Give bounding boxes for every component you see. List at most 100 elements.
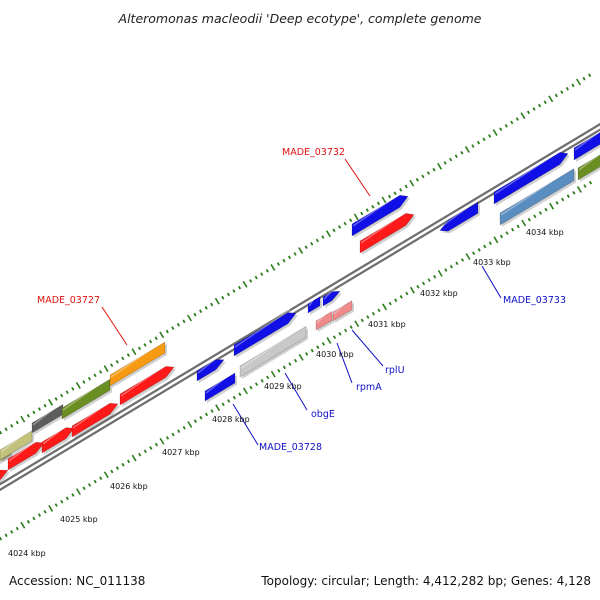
minor-tick (0, 536, 3, 541)
minor-tick (544, 207, 548, 212)
minor-tick (399, 295, 403, 299)
minor-tick (338, 331, 342, 336)
gene-label-rpma: rpmA (336, 342, 382, 393)
leader-line (284, 372, 308, 411)
minor-tick (472, 251, 476, 256)
minor-tick (304, 245, 308, 250)
backbone (0, 122, 600, 492)
minor-tick (527, 217, 531, 222)
major-tick (187, 421, 193, 428)
gene-gray-forward (31, 403, 65, 435)
major-tick (576, 186, 582, 193)
minor-tick (32, 516, 36, 521)
leader-line (232, 403, 259, 446)
minor-tick (566, 194, 570, 198)
minor-tick (288, 362, 292, 366)
minor-tick (176, 322, 180, 327)
minor-tick (415, 177, 419, 182)
minor-tick (126, 459, 131, 464)
major-tick (214, 297, 220, 305)
minor-tick (149, 446, 153, 450)
minor-tick (15, 420, 19, 425)
minor-tick (371, 311, 376, 316)
major-tick (492, 129, 498, 136)
minor-tick (249, 279, 253, 283)
minor-tick (588, 73, 592, 78)
major-tick (270, 264, 276, 271)
minor-tick (87, 376, 92, 381)
leader-line (344, 158, 371, 197)
scale-label: 4033 kbp (473, 258, 511, 267)
minor-tick (149, 339, 153, 344)
major-tick (103, 365, 109, 372)
minor-tick (449, 264, 453, 269)
gene-pink-lower-1 (315, 310, 334, 332)
minor-tick (210, 302, 214, 307)
major-tick (159, 331, 165, 339)
minor-tick (282, 258, 286, 263)
minor-tick (115, 466, 120, 470)
minor-tick (572, 190, 576, 195)
minor-tick (399, 188, 403, 192)
minor-tick (60, 393, 64, 398)
minor-tick (137, 346, 142, 351)
scale-label: 4027 kbp (162, 448, 200, 457)
minor-tick (71, 493, 75, 497)
topology-text: Topology: circular; Length: 4,412,282 bp… (260, 574, 591, 588)
scale-label: 4031 kbp (368, 320, 406, 329)
minor-tick (482, 137, 486, 142)
minor-tick (460, 258, 465, 262)
minor-tick (121, 462, 125, 467)
scale-label: 4034 kbp (526, 228, 564, 237)
minor-tick (349, 325, 353, 329)
major-tick (381, 196, 387, 204)
gene-label-text: MADE_03727 (37, 295, 100, 306)
minor-tick (227, 399, 231, 403)
minor-tick (293, 358, 298, 363)
minor-tick (110, 363, 114, 368)
minor-tick (199, 415, 203, 420)
minor-tick (287, 255, 292, 260)
gene-label-text: MADE_03732 (282, 147, 345, 158)
minor-tick (110, 469, 114, 474)
gene-blue-lower-1 (196, 356, 226, 383)
gene-pink-lower-2 (332, 300, 354, 323)
minor-tick (154, 442, 158, 447)
minor-tick (121, 356, 125, 361)
minor-tick (82, 380, 86, 384)
leader-line (101, 306, 128, 346)
minor-tick (26, 413, 30, 418)
major-tick (242, 280, 248, 288)
minor-tick (433, 274, 437, 279)
major-tick (409, 179, 415, 187)
minor-tick (488, 241, 492, 245)
minor-tick (65, 496, 69, 501)
minor-tick (454, 154, 458, 159)
gene-label-made_03727: MADE_03727 (37, 295, 128, 346)
gene-label-text: obgE (311, 409, 335, 420)
minor-tick (71, 386, 75, 391)
minor-tick (427, 278, 431, 282)
gene-lightgray-lower (239, 325, 308, 379)
minor-tick (460, 150, 464, 155)
gene-red-lower-3 (71, 399, 120, 439)
minor-tick (154, 336, 158, 341)
major-tick (215, 404, 221, 412)
minor-tick (366, 315, 370, 319)
minor-tick (588, 180, 593, 185)
major-tick (298, 247, 304, 254)
minor-tick (199, 309, 203, 314)
gene-orange-forward (109, 341, 167, 388)
minor-tick (15, 526, 19, 531)
minor-tick (54, 503, 58, 507)
minor-tick (221, 402, 225, 407)
minor-tick (510, 120, 514, 125)
scale-labels: 4024 kbp 4025 kbp 4026 kbp 4027 kbp 4028 kbp… (8, 228, 564, 558)
minor-tick (365, 208, 369, 212)
minor-tick (504, 123, 508, 128)
gene-blue-forward-03732 (351, 191, 410, 238)
minor-tick (93, 373, 97, 378)
minor-tick (565, 86, 570, 91)
gene-steel-lower (499, 168, 576, 227)
minor-tick (444, 268, 448, 272)
